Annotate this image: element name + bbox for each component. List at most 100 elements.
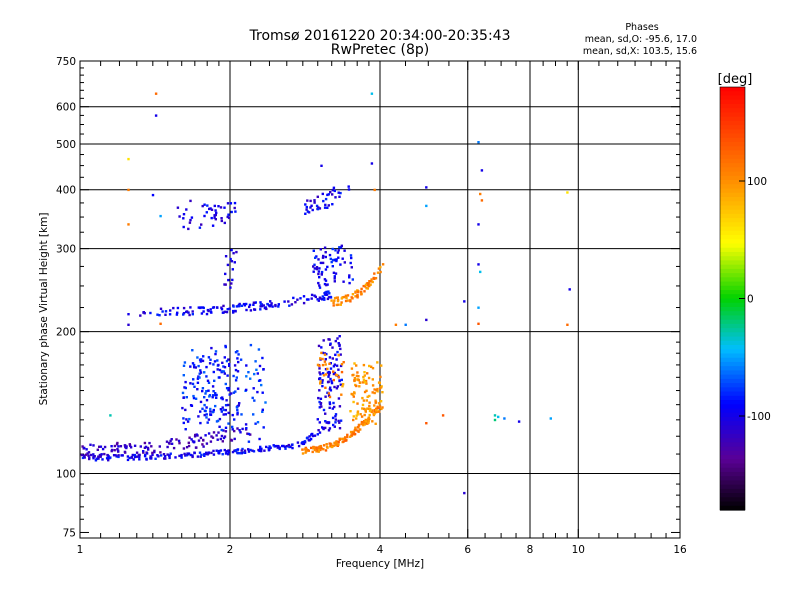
colorbar-segment — [720, 493, 745, 498]
data-point — [333, 189, 336, 193]
data-point — [337, 249, 340, 252]
colorbar-segment — [720, 438, 745, 443]
data-point — [351, 297, 354, 300]
data-point — [379, 400, 383, 403]
colorbar-segment — [720, 154, 745, 160]
data-point — [213, 360, 217, 363]
colorbar-segment — [720, 180, 745, 185]
data-point — [324, 420, 327, 423]
data-point — [333, 299, 336, 302]
data-point — [307, 449, 310, 452]
data-point — [224, 426, 228, 429]
colorbar-segment — [720, 306, 745, 312]
data-point — [129, 446, 133, 449]
data-point — [113, 444, 117, 448]
data-point — [247, 440, 251, 443]
data-point — [236, 448, 239, 451]
colorbar-segment — [720, 188, 745, 194]
data-point — [233, 437, 236, 441]
colorbar-segment — [720, 505, 745, 511]
data-point — [338, 335, 341, 338]
data-point — [370, 410, 373, 414]
data-point — [349, 254, 353, 257]
data-point — [205, 365, 208, 369]
data-point — [142, 451, 145, 454]
data-point — [321, 256, 325, 259]
data-point — [197, 364, 200, 368]
data-point — [244, 423, 248, 426]
colorbar-segment — [720, 273, 745, 278]
data-point — [207, 309, 210, 313]
data-point — [299, 297, 302, 300]
data-point — [143, 454, 147, 458]
data-point — [185, 446, 189, 449]
data-point — [220, 434, 224, 438]
data-point — [209, 358, 212, 361]
data-point — [329, 257, 332, 261]
data-point — [99, 455, 102, 458]
data-point — [260, 383, 263, 387]
data-point — [83, 454, 86, 457]
data-point — [328, 356, 332, 359]
data-point — [303, 448, 307, 451]
data-point — [89, 453, 93, 457]
data-point — [366, 395, 369, 398]
data-point — [371, 420, 374, 423]
data-point — [330, 445, 334, 449]
data-point — [325, 421, 328, 424]
data-point — [315, 204, 319, 208]
data-point — [222, 436, 226, 440]
data-point — [328, 362, 331, 365]
data-point — [203, 409, 207, 412]
data-point — [110, 448, 114, 452]
data-point — [357, 423, 361, 427]
data-point — [217, 451, 220, 455]
colorbar-segment — [720, 175, 745, 181]
data-point — [281, 444, 284, 448]
data-point — [331, 203, 334, 206]
data-point — [379, 270, 382, 274]
data-point — [311, 208, 314, 212]
data-point — [271, 305, 274, 308]
data-point — [346, 435, 349, 439]
colorbar-segment — [720, 395, 745, 401]
data-point — [166, 445, 169, 449]
data-point — [236, 427, 239, 430]
data-point — [213, 379, 216, 382]
data-point — [182, 306, 186, 310]
data-point — [264, 401, 267, 404]
data-point — [203, 396, 206, 399]
data-point — [223, 221, 226, 225]
data-point — [259, 302, 263, 306]
data-point — [221, 453, 224, 456]
data-point — [214, 218, 217, 221]
data-point — [356, 290, 360, 293]
data-point — [225, 387, 229, 390]
data-point — [316, 433, 319, 436]
data-point — [223, 366, 227, 369]
data-point — [335, 387, 339, 390]
data-point — [86, 452, 89, 455]
data-point — [305, 298, 309, 301]
data-point — [324, 386, 327, 389]
data-point — [201, 306, 204, 309]
colorbar-segment — [720, 429, 745, 435]
data-point — [371, 367, 375, 370]
data-point — [319, 380, 322, 383]
data-point — [327, 204, 330, 207]
data-point — [201, 407, 204, 410]
data-point — [199, 455, 202, 458]
data-point — [199, 421, 202, 425]
data-point — [322, 199, 325, 203]
data-point — [332, 365, 336, 368]
data-point — [323, 298, 326, 301]
data-point — [364, 410, 367, 413]
data-point — [231, 428, 234, 431]
data-point — [323, 278, 327, 281]
data-point — [222, 365, 225, 368]
data-point — [267, 447, 270, 450]
colorbar-segment — [720, 357, 745, 363]
data-point — [182, 374, 185, 377]
data-point — [198, 376, 201, 379]
data-point — [242, 302, 246, 306]
